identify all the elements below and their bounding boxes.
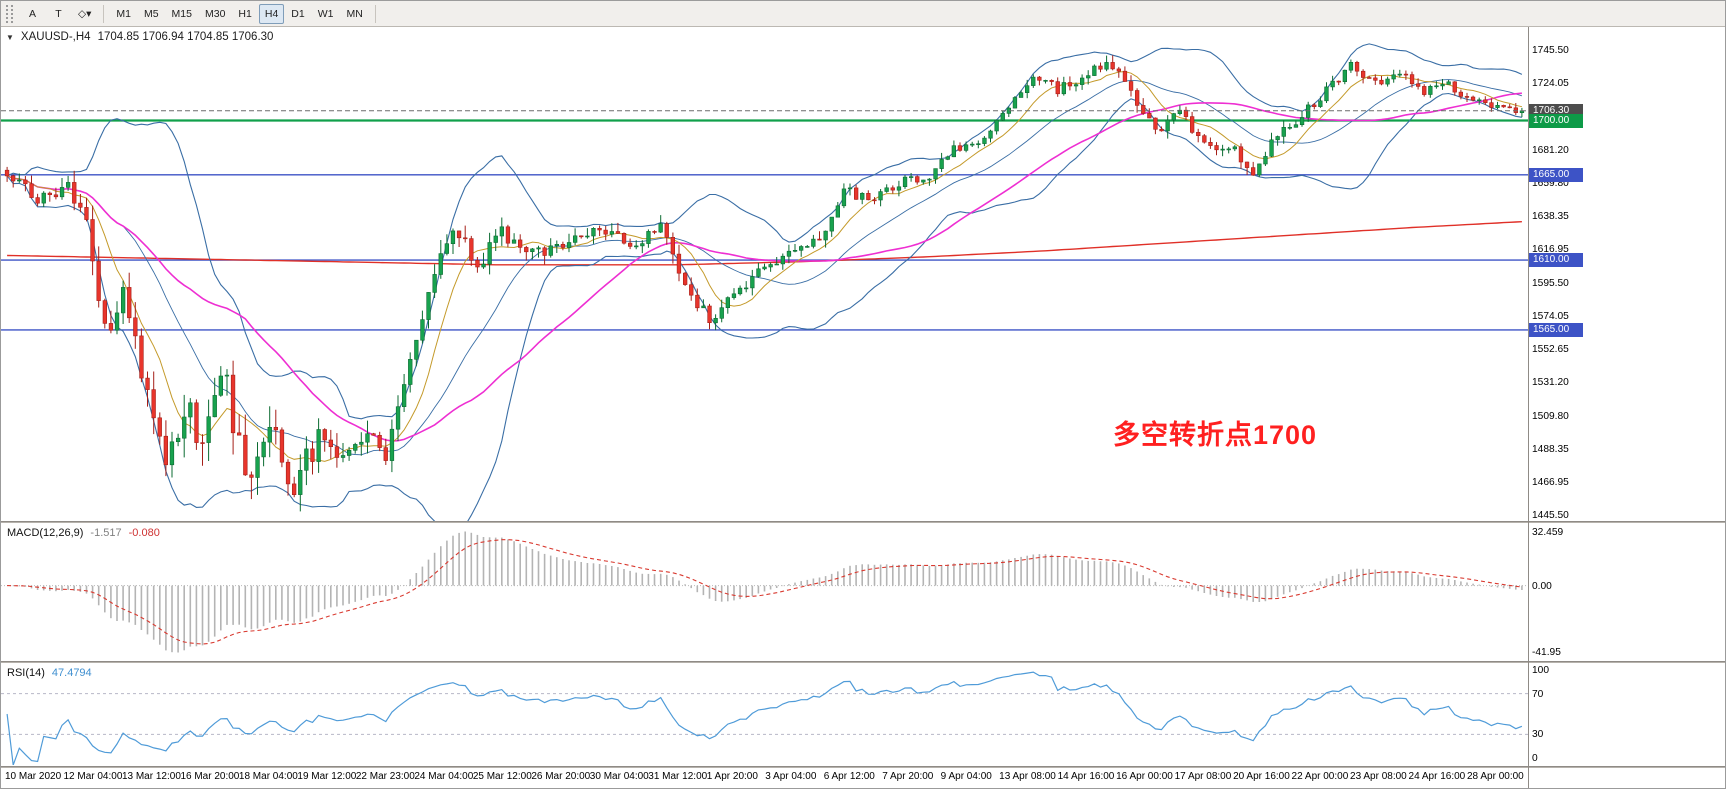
timeframe-button-h1[interactable]: H1: [232, 4, 257, 24]
rsi-panel-canvas[interactable]: [1, 663, 1528, 765]
macd-panel-canvas[interactable]: [1, 523, 1528, 661]
time-axis-label: 18 Mar 04:00: [238, 771, 298, 782]
timeframe-button-m15[interactable]: M15: [166, 4, 198, 24]
hline-1665-tag: 1665.00: [1529, 167, 1583, 182]
toolbar-drag-handle[interactable]: [6, 4, 13, 23]
macd-value-main: -1.517: [90, 527, 122, 539]
rsi-title: RSI(14): [7, 667, 45, 679]
timeframe-button-m1[interactable]: M1: [110, 4, 137, 24]
chart-annotation[interactable]: 多空转折点1700: [1113, 420, 1318, 450]
panel-divider[interactable]: [1, 661, 1725, 663]
time-axis-label: 16 Mar 20:00: [180, 771, 240, 782]
hline-1700-tag: 1700.00: [1529, 113, 1583, 128]
macd-axis-label: 32.459: [1532, 527, 1564, 538]
rsi-axis-label: 70: [1532, 688, 1544, 700]
timeframe-button-m5[interactable]: M5: [138, 4, 165, 24]
time-axis-label: 20 Apr 16:00: [1233, 771, 1290, 782]
timeframe-toolbar: M1 M5 M15 M30 H1 H4 D1 W1 MN: [110, 3, 368, 24]
time-axis-label: 13 Mar 12:00: [121, 771, 181, 782]
panel-divider[interactable]: [1, 766, 1725, 768]
rsi-label: RSI(14) 47.4794: [7, 667, 92, 679]
price-axis-tick: 1509.80: [1532, 410, 1569, 422]
macd-value-signal: -0.080: [128, 527, 160, 539]
rsi-axis-label: 100: [1532, 665, 1549, 676]
toolbar-separator: [374, 4, 376, 23]
price-axis-tick: 1745.50: [1532, 44, 1569, 56]
time-axis-label: 22 Mar 23:00: [355, 771, 415, 782]
time-axis-label: 28 Apr 00:00: [1467, 771, 1524, 782]
symbol-dropdown-icon[interactable]: ▼: [6, 32, 14, 42]
time-axis-label: 24 Mar 04:00: [414, 771, 474, 782]
chart-ohlc-values: 1704.85 1706.94 1704.85 1706.30: [97, 31, 274, 43]
price-chart-canvas[interactable]: [1, 27, 1528, 521]
text-tool-button[interactable]: T: [46, 4, 71, 24]
time-axis-label: 16 Apr 00:00: [1116, 771, 1173, 782]
macd-axis-label: 0.00: [1532, 580, 1552, 592]
time-axis-label: 17 Apr 08:00: [1174, 771, 1232, 782]
time-axis-label: 26 Mar 20:00: [531, 771, 591, 782]
time-axis-label: 13 Apr 08:00: [999, 771, 1056, 782]
price-axis-tick: 1488.35: [1532, 443, 1569, 455]
hline-1610-tag: 1610.00: [1529, 253, 1583, 268]
time-axis-label: 12 Mar 04:00: [63, 771, 123, 782]
timeframe-button-w1[interactable]: W1: [312, 4, 340, 24]
timeframe-button-d1[interactable]: D1: [285, 4, 310, 24]
timeframe-button-h4[interactable]: H4: [258, 3, 285, 24]
axis-separator-line: [1528, 27, 1529, 788]
timeframe-button-m30[interactable]: M30: [199, 4, 231, 24]
time-axis-label: 30 Mar 04:00: [589, 771, 649, 782]
time-axis-label: 24 Apr 16:00: [1408, 771, 1466, 782]
chart-ohlc-title: ▼ XAUUSD-,H4 1704.85 1706.94 1704.85 170…: [6, 31, 273, 43]
price-axis-tick: 1659.80: [1532, 177, 1569, 189]
time-axis-label: 14 Apr 16:00: [1057, 771, 1115, 782]
time-axis-label: 1 Apr 20:00: [706, 771, 758, 782]
price-axis-tick: 1445.50: [1532, 510, 1569, 522]
price-axis-tick: 1531.20: [1532, 377, 1569, 389]
time-axis-label: 9 Apr 04:00: [940, 771, 992, 782]
time-axis[interactable]: 10 Mar 2020 12 Mar 04:00 13 Mar 12:00 16 Ma…: [1, 769, 1528, 788]
macd-title: MACD(12,26,9): [7, 527, 84, 539]
cursor-tool-button[interactable]: A: [20, 4, 45, 24]
price-axis-tick: 1638.35: [1532, 211, 1569, 223]
toolbar-separator: [103, 4, 105, 23]
panel-divider[interactable]: [1, 521, 1725, 523]
time-axis-label: 10 Mar 2020: [5, 771, 62, 782]
price-axis-tick: 1681.20: [1532, 144, 1569, 156]
rsi-axis-label: 30: [1532, 729, 1544, 741]
time-axis-label: 22 Apr 00:00: [1291, 771, 1349, 782]
price-axis-tick: 1616.95: [1532, 244, 1569, 256]
time-axis-label: 19 Mar 12:00: [297, 771, 357, 782]
hline-1565-tag: 1565.00: [1529, 322, 1583, 337]
time-axis-label: 6 Apr 12:00: [823, 771, 875, 782]
time-axis-label: 31 Mar 12:00: [648, 771, 708, 782]
right-axis[interactable]: 1745.501724.051702.651681.201659.801638.…: [1529, 1, 1725, 788]
time-axis-label: 23 Apr 08:00: [1350, 771, 1407, 782]
rsi-axis-label: 0: [1532, 753, 1538, 764]
timeframe-button-mn[interactable]: MN: [340, 4, 368, 24]
macd-axis-label: -41.95: [1532, 647, 1561, 658]
price-axis-tick: 1595.50: [1532, 277, 1569, 289]
rsi-value: 47.4794: [51, 667, 92, 679]
time-axis-label: 7 Apr 20:00: [882, 771, 934, 782]
macd-label: MACD(12,26,9) -1.517 -0.080: [7, 527, 160, 539]
toolbar: A T ◇▾ M1 M5 M15 M30 H1 H4 D1 W1 MN: [1, 1, 1725, 27]
shapes-dropdown-button[interactable]: ◇▾: [72, 4, 97, 24]
time-axis-label: 3 Apr 04:00: [765, 771, 817, 782]
price-axis-tick: 1574.05: [1532, 310, 1569, 322]
price-axis-tick: 1466.95: [1532, 476, 1569, 488]
drawing-tools-toolbar: A T ◇▾: [20, 4, 97, 24]
price-axis-tick: 1552.65: [1532, 344, 1569, 356]
price-axis-tick: 1724.05: [1532, 78, 1569, 90]
time-axis-label: 25 Mar 12:00: [472, 771, 532, 782]
chart-symbol-timeframe: XAUUSD-,H4: [20, 31, 91, 43]
